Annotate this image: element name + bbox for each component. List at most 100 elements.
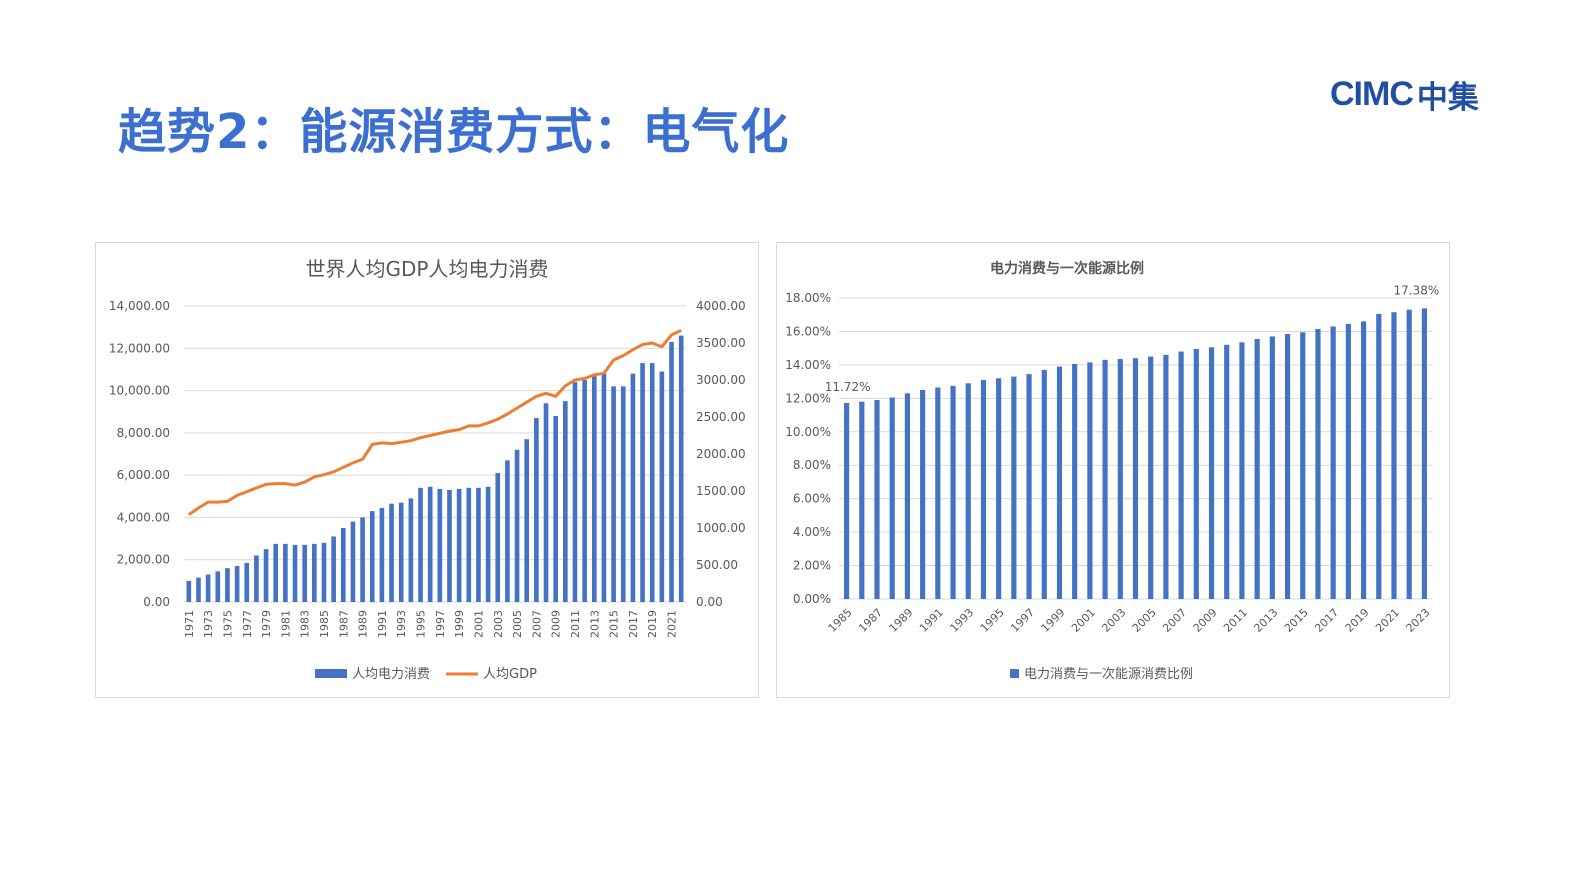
bar: [447, 489, 452, 602]
y-right-tick-label: 1000.00: [696, 521, 746, 535]
y-tick-label: 6.00%: [793, 492, 831, 506]
bar: [1117, 359, 1123, 599]
bar: [611, 386, 616, 602]
bar: [524, 439, 530, 602]
bar: [620, 386, 626, 602]
x-tick-label: 1991: [917, 606, 946, 635]
bar: [360, 517, 365, 602]
bar: [350, 521, 356, 602]
legend-label-gdp: 人均GDP: [483, 667, 537, 682]
logo-cn-text: 中集: [1416, 79, 1479, 116]
bar: [1224, 344, 1230, 599]
bar: [225, 568, 230, 602]
y-right-tick-label: 4000.00: [696, 299, 746, 313]
bar: [514, 449, 520, 602]
bar: [965, 383, 971, 599]
x-tick-label: 2007: [1160, 606, 1189, 635]
x-tick-label: 1987: [856, 606, 885, 635]
bar: [244, 562, 250, 602]
bar: [1102, 359, 1108, 599]
bar: [659, 371, 665, 602]
x-tick-label: 1995: [978, 606, 1007, 635]
x-tick-label: 1989: [887, 606, 916, 635]
bar: [408, 498, 414, 602]
line-series-gdp: [187, 329, 682, 516]
x-tick-label: 1997: [1008, 606, 1037, 635]
legend-label-electricity: 人均电力消费: [352, 667, 430, 682]
bar: [980, 379, 987, 599]
cimc-logo: CIMC 中集: [1330, 72, 1479, 116]
y-tick-label: 2.00%: [793, 559, 831, 573]
bar: [466, 487, 472, 602]
x-tick-label: 1995: [415, 610, 428, 638]
bar: [505, 460, 510, 602]
y-left-tick-label: 6,000.00: [117, 468, 170, 482]
x-tick-label: 2015: [608, 610, 621, 638]
x-tick-label: 2003: [1099, 606, 1128, 635]
x-tick-label: 2001: [472, 610, 485, 638]
x-tick-label: 1991: [376, 610, 389, 638]
x-tick-label: 2009: [550, 610, 563, 638]
chart-gdp-electricity: 世界人均GDP人均电力消费 0.00 2,000.00 4,000.00 6,000.0…: [95, 242, 759, 698]
bar: [1041, 369, 1047, 599]
y-left-tick-label: 0.00: [143, 595, 170, 609]
x-tick-label: 1971: [183, 610, 196, 638]
x-tick-label: 2003: [492, 610, 505, 638]
y-tick-label: 0.00%: [793, 592, 831, 606]
bar: [427, 486, 433, 602]
bar: [283, 543, 288, 602]
x-tick-label: 2021: [1373, 606, 1402, 635]
x-tick-label: 2005: [1130, 606, 1159, 635]
legend-label-ratio: 电力消费与一次能源消费比例: [1024, 666, 1193, 682]
bar: [920, 389, 926, 599]
bar: [418, 487, 423, 602]
y-right-tick-label: 500.00: [696, 558, 738, 572]
bar: [485, 486, 491, 602]
y-tick-label: 8.00%: [793, 458, 831, 472]
y-right-tick-label: 1500.00: [696, 484, 746, 498]
bar: [1239, 342, 1245, 599]
logo-text: CIMC: [1330, 74, 1414, 113]
x-tick-label: 2011: [569, 610, 582, 638]
legend-swatch-bar: [1010, 669, 1019, 678]
x-tick-label: 2001: [1069, 606, 1098, 635]
bar: [215, 571, 221, 602]
bar: [495, 473, 501, 602]
bar: [1360, 321, 1367, 599]
bar: [331, 536, 336, 602]
y-left-tick-label: 2,000.00: [117, 553, 170, 567]
x-tick-label: 2019: [646, 610, 659, 638]
chart-gdp-electricity-svg: 世界人均GDP人均电力消费 0.00 2,000.00 4,000.00 6,000.0…: [109, 257, 746, 682]
y-tick-label: 14.00%: [785, 358, 831, 372]
y-right-tick-label: 0.00: [696, 595, 723, 609]
bar: [1330, 326, 1336, 599]
bar: [889, 397, 895, 599]
bar: [1178, 351, 1184, 599]
x-tick-label: 2013: [1251, 606, 1280, 635]
page-title: 趋势2：能源消费方式：电气化: [118, 104, 790, 160]
y-left-tick-label: 4,000.00: [117, 510, 170, 524]
bar: [340, 528, 346, 602]
x-tick-label: 1985: [826, 606, 855, 635]
bar: [1193, 349, 1199, 599]
x-tick-label: 2005: [511, 610, 524, 638]
bar: [678, 335, 684, 602]
x-tick-label: 1985: [318, 610, 331, 638]
x-tick-label: 2009: [1191, 606, 1220, 635]
x-tick-label: 2017: [1312, 606, 1341, 635]
bar: [669, 341, 674, 602]
x-tick-label: 1975: [221, 610, 234, 638]
bar: [186, 580, 192, 602]
y-left-tick-label: 10,000.00: [109, 384, 170, 398]
y-tick-label: 4.00%: [793, 525, 831, 539]
bar: [389, 503, 394, 602]
x-tick-label: 2013: [588, 610, 601, 638]
y-right-tick-label: 2000.00: [696, 447, 746, 461]
x-tick-label: 1973: [202, 610, 215, 638]
x-tick-label: 1989: [357, 610, 370, 638]
bar: [543, 403, 549, 602]
bar: [379, 507, 385, 602]
y-tick-label: 10.00%: [785, 425, 831, 439]
bar: [1132, 358, 1139, 599]
bar: [601, 373, 607, 602]
